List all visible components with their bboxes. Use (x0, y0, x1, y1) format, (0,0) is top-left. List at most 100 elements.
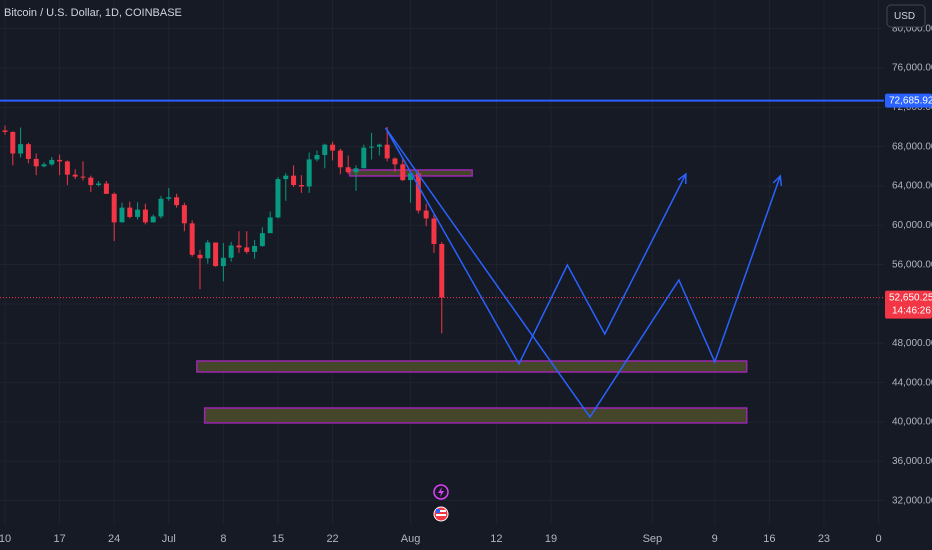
candle-body (49, 159, 55, 165)
x-tick-label: 23 (818, 533, 830, 545)
x-tick-label: Sep (643, 533, 663, 545)
candle-body (314, 155, 320, 160)
candle-body (369, 146, 375, 148)
hline-price-label: 72,685.92 (889, 96, 932, 107)
y-tick-label: 56,000.00 (892, 259, 932, 270)
candle-body (400, 164, 406, 181)
candle-body (25, 144, 31, 159)
candle-body (72, 174, 78, 177)
y-tick-label: 32,000.00 (892, 495, 932, 506)
x-tick-label: Jul (162, 533, 176, 545)
candle-body (103, 183, 109, 194)
candle-body (166, 197, 172, 199)
candle-body (119, 207, 125, 223)
candle-body (330, 144, 336, 151)
candle-body (353, 168, 359, 173)
x-tick-label: 22 (326, 533, 338, 545)
candle-body (384, 144, 390, 159)
candle-body (96, 183, 102, 185)
y-tick-label: 80,000.00 (892, 23, 932, 34)
support-zone (203, 407, 748, 424)
currency-label[interactable]: USD (894, 11, 915, 22)
candle-body (10, 131, 16, 154)
chart-title: Bitcoin / U.S. Dollar, 1D, COINBASE (4, 7, 182, 19)
candle-body (423, 210, 429, 219)
candle-body (220, 257, 226, 267)
candle-body (41, 164, 47, 167)
candle-body (361, 147, 367, 169)
economic-event-icon[interactable] (433, 506, 449, 522)
last-price-label: 52,650.25 (889, 293, 932, 304)
x-tick-label: 19 (545, 533, 557, 545)
candle-body (322, 144, 328, 156)
candle-body (408, 173, 414, 181)
hline-price-tag (885, 93, 932, 108)
candle-body (88, 177, 94, 185)
arrow-head (772, 174, 783, 186)
event-icon[interactable] (433, 484, 449, 500)
currency-button[interactable]: USD (886, 4, 926, 28)
projection-path (384, 127, 781, 419)
flag-stripe (436, 510, 446, 512)
candle-body (439, 243, 445, 298)
candle-body (306, 159, 312, 187)
x-tick-label: 16 (763, 533, 775, 545)
x-tick-label: 24 (108, 533, 120, 545)
y-tick-label: 44,000.00 (892, 377, 932, 388)
y-tick-label: 36,000.00 (892, 456, 932, 467)
candle-body (431, 218, 437, 244)
candle-body (415, 173, 421, 211)
candle-body (158, 198, 164, 217)
y-tick-label: 68,000.00 (892, 141, 932, 152)
x-tick-label: 10 (0, 533, 11, 545)
candle-body (376, 144, 382, 147)
candle-body (259, 233, 265, 246)
candle-body (244, 247, 250, 252)
candle-body (283, 175, 289, 180)
candle-body (392, 158, 398, 165)
candle-body (213, 242, 219, 267)
candle-body (135, 209, 141, 217)
candle-body (267, 217, 273, 234)
candle-body (298, 184, 304, 187)
countdown-label: 14:46:26 (892, 306, 931, 317)
y-tick-label: 60,000.00 (892, 220, 932, 231)
last-price-tag (885, 290, 932, 319)
candle-body (150, 216, 156, 223)
arrow-head (677, 172, 687, 184)
currency-button-frame[interactable] (886, 4, 926, 28)
candle-body (337, 150, 343, 168)
candle-body (80, 176, 86, 178)
candle-body (197, 254, 203, 259)
x-tick-label: 17 (53, 533, 65, 545)
candle-body (174, 197, 180, 206)
axes: 32,000.00 36,000.00 40,000.00 44,000.00 48,0… (0, 23, 932, 545)
event-icon-bolt (438, 487, 444, 497)
candle-body (205, 242, 211, 259)
candle-body (111, 193, 117, 223)
candle-body (64, 161, 70, 175)
candle-body (57, 159, 63, 162)
y-tick-label: 48,000.00 (892, 338, 932, 349)
candle-body (142, 209, 148, 223)
candle-body (18, 144, 24, 154)
plot-area (0, 99, 884, 424)
y-tick-label: 64,000.00 (892, 181, 932, 192)
x-tick-label: 15 (272, 533, 284, 545)
candle-body (2, 130, 8, 132)
candle-body (181, 205, 187, 224)
flag-canton (436, 509, 440, 513)
x-tick-label: 12 (490, 533, 502, 545)
candle-body (33, 158, 39, 167)
candle-body (189, 223, 195, 255)
x-tick-label: 0 (875, 533, 881, 545)
support-zone (196, 360, 748, 373)
projection-path (384, 127, 687, 366)
candle-body (228, 245, 234, 258)
candle-body (275, 179, 281, 218)
candle-body (127, 207, 133, 217)
candle-body (252, 245, 258, 252)
candle-body (291, 175, 297, 185)
y-tick-label: 40,000.00 (892, 417, 932, 428)
